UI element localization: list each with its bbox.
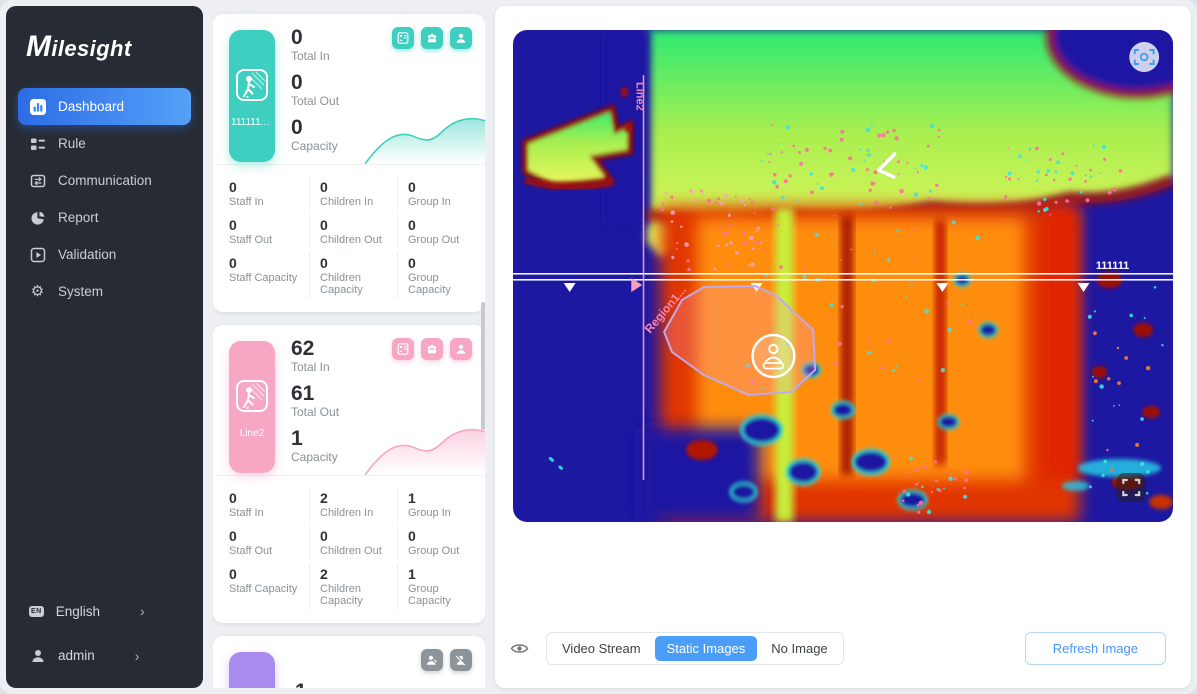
- total-in-value: 62: [291, 337, 315, 360]
- dashboard-icon: [29, 98, 46, 115]
- sidebar-item-communication[interactable]: Communication: [18, 162, 191, 199]
- group-filter-icon[interactable]: [450, 27, 472, 49]
- scrollbar[interactable]: [481, 302, 485, 430]
- chevron-right-icon: ›: [140, 603, 145, 619]
- eye-icon: [510, 644, 528, 653]
- line-card-2: Line2 62 Total In 61 Total Out 1 Capacit…: [213, 325, 485, 623]
- sidebar-item-report[interactable]: Report: [18, 199, 191, 236]
- account-label: admin: [58, 648, 95, 663]
- trend-chart: [365, 428, 485, 475]
- camera-view-panel: 111111 Line2 Region1...: [495, 6, 1191, 688]
- children-filter-icon[interactable]: [421, 338, 443, 360]
- chevron-right-icon: ›: [134, 647, 140, 664]
- trend-chart: [365, 117, 485, 164]
- line1-tile[interactable]: 1111111...: [229, 30, 275, 162]
- fullscreen-button: [1129, 42, 1160, 72]
- rule-name: Line2: [239, 428, 265, 439]
- counting-line-horizontal: [513, 273, 1173, 281]
- stats-card-list: 1111111... 0 Total In 0 Total Out 0 Capa…: [213, 6, 485, 688]
- detail-grid: 0 Staff In 0 Children In 0 Group In 0 Staff …: [213, 164, 485, 312]
- image-mode-switcher: Video Stream Static Images No Image: [546, 632, 844, 665]
- system-icon: ⚙: [30, 283, 45, 300]
- sidebar-item-label: Rule: [58, 136, 86, 151]
- capacity-value: 1: [291, 427, 303, 451]
- filter-icons: [392, 338, 472, 360]
- communication-icon: [29, 172, 46, 189]
- sidebar-item-label: Dashboard: [58, 99, 125, 114]
- region-card: Region1 1 Total Count: [213, 636, 485, 688]
- staff-filter-icon[interactable]: [421, 649, 443, 671]
- person-marker: [751, 333, 796, 379]
- heatmap-image[interactable]: 111111 Line2 Region1...: [513, 30, 1173, 522]
- milesight-logo: Milesight: [26, 30, 132, 63]
- sidebar-item-label: Validation: [58, 247, 117, 262]
- counting-line-vertical: [642, 75, 645, 480]
- capacity-value: 0: [291, 116, 303, 140]
- filter-icons: [421, 649, 472, 671]
- total-out-value: 0: [291, 71, 303, 95]
- staff-filter-icon[interactable]: [392, 27, 414, 49]
- line2-label: Line2: [633, 82, 645, 111]
- rule-icon: [29, 135, 46, 152]
- total-out-value: 61: [291, 382, 315, 406]
- line-crossing-icon: [235, 68, 269, 107]
- metrics: 1 Total Count: [213, 636, 485, 688]
- sidebar-item-label: Report: [58, 210, 99, 225]
- capacity-label: Capacity: [291, 139, 338, 154]
- detection-dots: [660, 123, 1164, 515]
- group-filter-icon[interactable]: [450, 338, 472, 360]
- total-out-label: Total Out: [291, 405, 340, 420]
- sidebar-footer: EN English › admin ›: [18, 603, 191, 664]
- filter-icons: [392, 27, 472, 49]
- mode-video-stream[interactable]: Video Stream: [550, 636, 653, 661]
- account-menu[interactable]: admin ›: [29, 647, 180, 664]
- children-filter-icon[interactable]: [421, 27, 443, 49]
- mode-no-image[interactable]: No Image: [759, 636, 839, 661]
- metrics: 0 Total In 0 Total Out 0 Capacity: [213, 14, 485, 153]
- validation-icon: [29, 246, 46, 263]
- capacity-label: Capacity: [291, 450, 338, 465]
- total-out-label: Total Out: [291, 94, 340, 109]
- sidebar-item-validation[interactable]: Validation: [18, 236, 191, 273]
- sidebar: Milesight Dashboard Rule Communication R…: [6, 6, 203, 688]
- sidebar-item-label: System: [58, 284, 104, 299]
- user-icon: [29, 647, 46, 664]
- language-icon: EN: [29, 605, 44, 617]
- language-label: English: [55, 603, 101, 619]
- viewer-controls: Video Stream Static Images No Image Refr…: [495, 632, 1191, 688]
- total-in-label: Total In: [291, 49, 330, 64]
- mode-static-images[interactable]: Static Images: [654, 636, 758, 661]
- region1-tile[interactable]: Region1: [229, 652, 275, 688]
- line-crossing-icon: [235, 379, 269, 418]
- sidebar-item-label: Communication: [58, 173, 152, 188]
- line-card-1: 1111111... 0 Total In 0 Total Out 0 Capa…: [213, 14, 485, 312]
- line2-tile[interactable]: Line2: [229, 341, 275, 473]
- language-selector[interactable]: EN English ›: [29, 603, 180, 619]
- total-in-label: Total In: [291, 360, 330, 375]
- direction-arrow-pink: [631, 278, 643, 292]
- refresh-image-button[interactable]: Refresh Image: [1024, 632, 1166, 665]
- staff-filter-icon[interactable]: [392, 338, 414, 360]
- line1-label: 111111: [1096, 260, 1129, 272]
- children-filter-icon[interactable]: [450, 649, 472, 671]
- metrics: 62 Total In 61 Total Out 1 Capacity: [213, 325, 485, 464]
- sidebar-item-dashboard[interactable]: Dashboard: [18, 88, 191, 125]
- total-in-value: 0: [291, 26, 303, 49]
- sidebar-item-rule[interactable]: Rule: [18, 125, 191, 162]
- detail-grid: 0 Staff In 2 Children In 1 Group In 0 Staff …: [213, 475, 485, 623]
- total-count-value: 1: [295, 680, 485, 688]
- capture-frame-icon: [1116, 473, 1147, 502]
- sidebar-item-system[interactable]: ⚙ System: [18, 273, 191, 310]
- rule-name: 1111111...: [231, 117, 273, 128]
- visibility-toggle[interactable]: [505, 642, 533, 655]
- track-arrow: [877, 152, 897, 179]
- report-icon: [29, 209, 46, 226]
